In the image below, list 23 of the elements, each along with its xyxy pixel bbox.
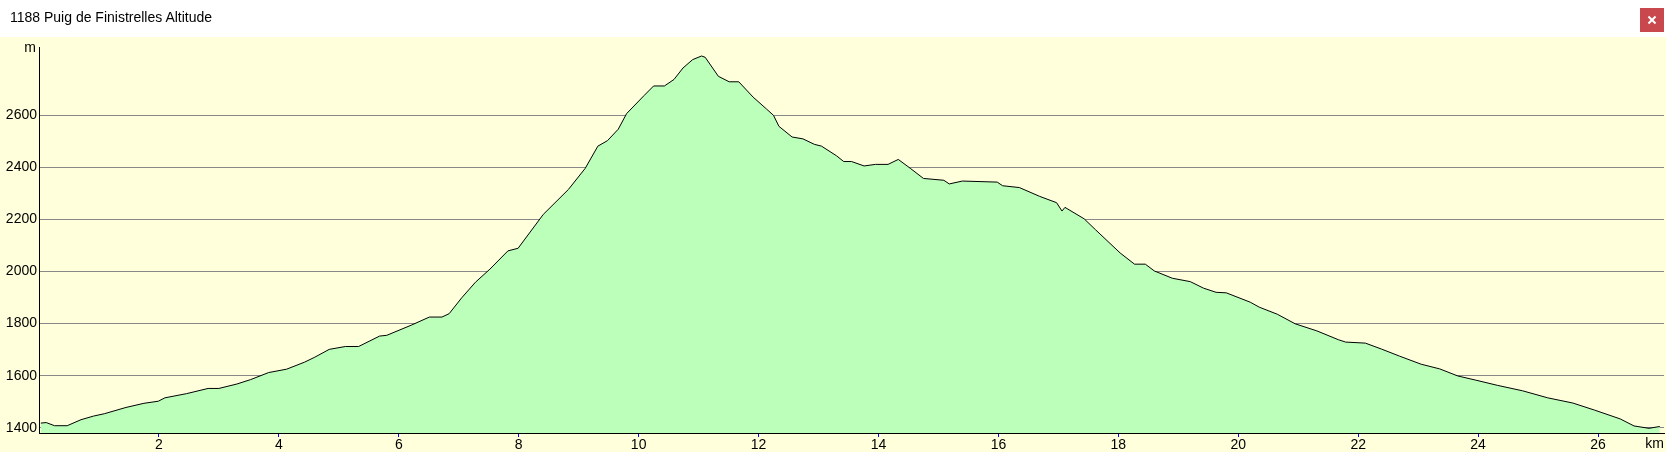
y-tick-label: 2000 bbox=[5, 262, 38, 279]
y-tick-label: 1600 bbox=[5, 366, 38, 383]
x-tick-label: 16 bbox=[990, 436, 1007, 452]
y-tick-label: 1400 bbox=[5, 418, 38, 435]
x-tick-label: 26 bbox=[1590, 436, 1607, 452]
x-tick-label: 10 bbox=[630, 436, 647, 452]
chart-title: 1188 Puig de Finistrelles Altitude bbox=[10, 9, 213, 25]
y-tick-label: 2200 bbox=[5, 210, 38, 227]
x-tick-label: 12 bbox=[750, 436, 767, 452]
x-tick-label: 6 bbox=[394, 436, 403, 452]
x-axis-title: km bbox=[1645, 434, 1664, 451]
x-tick-label: 4 bbox=[274, 436, 283, 452]
x-tick-label: 2 bbox=[155, 436, 164, 452]
x-tick-label: 22 bbox=[1350, 436, 1367, 452]
x-tick-label: 20 bbox=[1230, 436, 1247, 452]
x-tick-label: 18 bbox=[1110, 436, 1127, 452]
x-tick-label: 14 bbox=[870, 436, 887, 452]
y-tick-label: 2600 bbox=[5, 106, 38, 122]
x-tick-label: 24 bbox=[1470, 436, 1487, 452]
y-axis-title: m bbox=[24, 38, 36, 55]
x-tick-label: 8 bbox=[514, 436, 523, 452]
y-tick-label: 1800 bbox=[5, 314, 38, 331]
y-tick-label: 2400 bbox=[5, 158, 38, 175]
